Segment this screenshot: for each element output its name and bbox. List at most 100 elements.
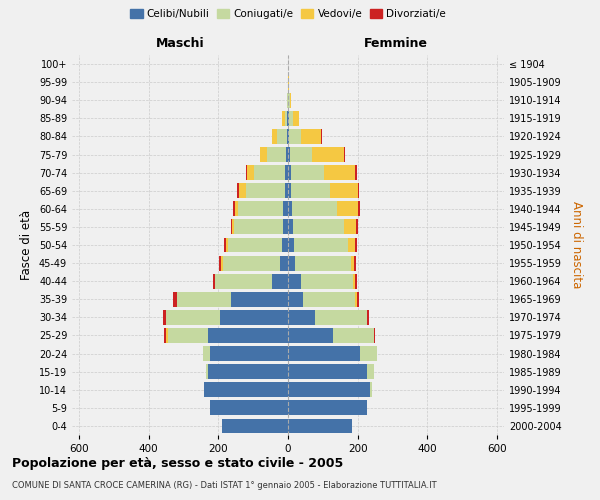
- Bar: [361, 346, 377, 361]
- Bar: [282, 238, 288, 252]
- Bar: [356, 220, 358, 234]
- Bar: [232, 220, 234, 234]
- Bar: [215, 274, 272, 288]
- Bar: [205, 382, 288, 397]
- Bar: [374, 328, 376, 343]
- Bar: [209, 400, 288, 415]
- Text: Maschi: Maschi: [155, 36, 205, 50]
- Bar: [315, 310, 367, 325]
- Bar: [282, 111, 284, 126]
- Bar: [238, 184, 239, 198]
- Bar: [283, 202, 288, 216]
- Bar: [348, 238, 355, 252]
- Bar: [208, 364, 288, 379]
- Bar: [292, 202, 337, 216]
- Bar: [168, 328, 208, 343]
- Bar: [291, 165, 324, 180]
- Bar: [288, 400, 367, 415]
- Bar: [288, 418, 352, 434]
- Bar: [272, 129, 277, 144]
- Bar: [332, 328, 374, 343]
- Bar: [289, 129, 301, 144]
- Bar: [288, 165, 291, 180]
- Bar: [166, 310, 220, 325]
- Bar: [277, 129, 287, 144]
- Bar: [234, 220, 283, 234]
- Bar: [288, 346, 361, 361]
- Bar: [288, 256, 295, 270]
- Bar: [208, 328, 288, 343]
- Bar: [285, 165, 288, 180]
- Text: Popolazione per età, sesso e stato civile - 2005: Popolazione per età, sesso e stato civil…: [12, 458, 343, 470]
- Bar: [288, 274, 301, 288]
- Bar: [313, 147, 344, 162]
- Bar: [290, 93, 292, 108]
- Bar: [203, 346, 209, 361]
- Bar: [287, 129, 288, 144]
- Bar: [288, 93, 290, 108]
- Bar: [303, 292, 355, 306]
- Bar: [239, 184, 246, 198]
- Bar: [370, 382, 371, 397]
- Bar: [351, 256, 354, 270]
- Bar: [353, 274, 355, 288]
- Bar: [293, 111, 299, 126]
- Bar: [288, 202, 292, 216]
- Bar: [288, 328, 332, 343]
- Bar: [355, 238, 356, 252]
- Bar: [224, 238, 226, 252]
- Bar: [355, 165, 357, 180]
- Bar: [301, 129, 322, 144]
- Bar: [288, 238, 294, 252]
- Bar: [220, 256, 221, 270]
- Bar: [288, 184, 292, 198]
- Bar: [288, 310, 315, 325]
- Bar: [288, 382, 370, 397]
- Bar: [222, 418, 288, 434]
- Bar: [223, 256, 280, 270]
- Bar: [220, 310, 288, 325]
- Bar: [294, 238, 348, 252]
- Bar: [358, 184, 359, 198]
- Bar: [295, 256, 351, 270]
- Bar: [230, 292, 288, 306]
- Bar: [330, 184, 358, 198]
- Bar: [287, 111, 288, 126]
- Bar: [286, 147, 288, 162]
- Y-axis label: Fasce di età: Fasce di età: [20, 210, 33, 280]
- Bar: [206, 364, 208, 379]
- Bar: [288, 147, 290, 162]
- Bar: [355, 274, 357, 288]
- Legend: Celibi/Nubili, Coniugati/e, Vedovi/e, Divorziati/e: Celibi/Nubili, Coniugati/e, Vedovi/e, Di…: [126, 4, 450, 23]
- Bar: [355, 292, 357, 306]
- Bar: [344, 220, 356, 234]
- Bar: [283, 220, 288, 234]
- Y-axis label: Anni di nascita: Anni di nascita: [570, 202, 583, 288]
- Bar: [288, 74, 289, 90]
- Bar: [293, 220, 344, 234]
- Bar: [221, 256, 223, 270]
- Bar: [247, 165, 254, 180]
- Bar: [176, 292, 230, 306]
- Bar: [166, 328, 168, 343]
- Bar: [344, 147, 346, 162]
- Bar: [284, 111, 287, 126]
- Bar: [301, 274, 353, 288]
- Bar: [260, 147, 267, 162]
- Bar: [292, 184, 330, 198]
- Bar: [284, 184, 288, 198]
- Bar: [288, 111, 289, 126]
- Bar: [226, 238, 228, 252]
- Bar: [290, 147, 313, 162]
- Bar: [246, 184, 284, 198]
- Bar: [367, 364, 374, 379]
- Bar: [235, 202, 238, 216]
- Bar: [289, 111, 293, 126]
- Bar: [288, 129, 289, 144]
- Bar: [367, 310, 369, 325]
- Bar: [209, 346, 288, 361]
- Bar: [288, 364, 367, 379]
- Bar: [213, 274, 215, 288]
- Bar: [288, 292, 303, 306]
- Bar: [354, 256, 356, 270]
